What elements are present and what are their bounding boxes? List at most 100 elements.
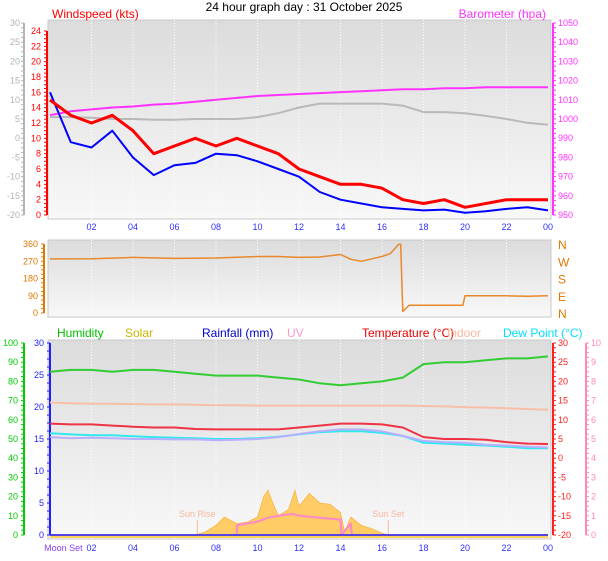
x-tick-label: 22: [501, 543, 511, 553]
x-tick-label: 14: [335, 222, 345, 232]
direction-axis-tick-label: 180: [23, 274, 38, 284]
humidity-axis-tick-label: 60: [8, 415, 18, 425]
direction-axis-tick-label: 0: [33, 308, 38, 318]
windspeed-axis-tick-label: 12: [31, 118, 41, 128]
outer-left-axis-tick-label: 10: [10, 95, 20, 105]
compass-label: E: [558, 290, 566, 304]
uv-axis-tick-label: 2: [591, 492, 596, 502]
legend-item: UV: [287, 326, 304, 340]
windspeed-axis-tick-label: 16: [31, 87, 41, 97]
uv-axis-tick-label: 8: [591, 376, 596, 386]
direction-axis-tick-label: 90: [28, 291, 38, 301]
x-tick-label: 02: [86, 222, 96, 232]
direction-axis-tick-label: 270: [23, 256, 38, 266]
humidity-axis-tick-label: 0: [13, 530, 18, 540]
x-tick-label: Moon Set: [44, 543, 83, 553]
windspeed-axis-tick-label: 20: [31, 57, 41, 67]
windspeed-axis-tick-label: 18: [31, 72, 41, 82]
left-axis-tick-label: 20: [34, 402, 44, 412]
compass-label: S: [558, 273, 566, 287]
uv-line: [195, 512, 382, 536]
legend-item: Rainfall (mm): [202, 326, 273, 340]
humidity-axis-tick-label: 50: [8, 434, 18, 444]
uv-axis-tick-label: 3: [591, 472, 596, 482]
gust-line: [49, 98, 548, 209]
x-tick-label: 10: [252, 222, 262, 232]
grey-series-line: [50, 102, 549, 126]
temperature-axis-tick-label: 20: [558, 376, 568, 386]
temperature-axis-tick-label: -10: [558, 492, 571, 502]
x-tick-label: 16: [377, 543, 387, 553]
humidity-axis-tick-label: 80: [8, 376, 18, 386]
temperature-line: [49, 422, 549, 445]
x-tick-label: 10: [252, 543, 262, 553]
wind-line: [49, 91, 549, 214]
legend-item: Indoor: [447, 326, 481, 340]
annotation-label: Sun Rise: [179, 509, 216, 519]
legend-item: Humidity: [57, 326, 104, 340]
temperature-axis-tick-label: 25: [558, 357, 568, 367]
left-axis-tick-label: 10: [34, 466, 44, 476]
compass-label: W: [558, 255, 570, 269]
humidity-axis-tick-label: 40: [8, 453, 18, 463]
uv-axis-tick-label: 6: [591, 415, 596, 425]
temperature-axis-tick-label: 5: [558, 434, 563, 444]
outer-left-axis-tick-label: -15: [7, 191, 20, 201]
x-tick-label: 20: [460, 543, 470, 553]
x-tick-label: 04: [128, 543, 138, 553]
windspeed-axis-tick-label: 2: [36, 195, 41, 205]
windspeed-axis-tick-label: 22: [31, 41, 41, 51]
wind-direction-line: [49, 243, 549, 313]
barometer-line: [49, 86, 548, 117]
annotation-label: Sun Set: [372, 509, 405, 519]
barometer-axis-tick-label: 1000: [558, 114, 578, 124]
outer-left-axis-tick-label: 20: [10, 56, 20, 66]
x-tick-label: 14: [335, 543, 345, 553]
barometer-axis-tick-label: 970: [558, 172, 573, 182]
barometer-axis-tick-label: 1040: [558, 37, 578, 47]
barometer-axis-tick-label: 1010: [558, 95, 578, 105]
barometer-axis-tick-label: 950: [558, 210, 573, 220]
legend-item: Solar: [125, 326, 153, 340]
x-tick-label: 16: [377, 222, 387, 232]
x-tick-label: 18: [418, 222, 428, 232]
direction-axis-tick-label: 360: [23, 239, 38, 249]
temperature-axis-tick-label: 10: [558, 415, 568, 425]
uv-axis-tick-label: 7: [591, 396, 596, 406]
uv-axis-tick-label: 9: [591, 357, 596, 367]
x-tick-label: 08: [211, 543, 221, 553]
barometer-axis-tick-label: 1020: [558, 76, 578, 86]
outer-left-axis-tick-label: -20: [7, 210, 20, 220]
humidity-axis-tick-label: 70: [8, 396, 18, 406]
windspeed-axis-tick-label: 14: [31, 103, 41, 113]
temperature-axis-tick-label: 30: [558, 338, 568, 348]
x-tick-label: 18: [418, 543, 428, 553]
outer-left-axis-tick-label: 5: [15, 114, 20, 124]
legend-item: Dew Point (°C): [503, 326, 582, 340]
wind-direction-plot-area: [47, 239, 552, 318]
temperature-axis-tick-label: 0: [558, 453, 563, 463]
x-tick-label: 00: [543, 222, 553, 232]
temperature-axis-tick-label: 15: [558, 396, 568, 406]
temperature-axis-tick-label: -20: [558, 530, 571, 540]
x-tick-label: 04: [128, 222, 138, 232]
windspeed-axis-tick-label: 24: [31, 26, 41, 36]
outer-left-axis-tick-label: -5: [12, 152, 20, 162]
humidity-axis-tick-label: 100: [3, 338, 18, 348]
x-tick-label: 12: [294, 543, 304, 553]
left-axis-tick-label: 30: [34, 338, 44, 348]
humidity-axis-tick-label: 90: [8, 357, 18, 367]
temperature-axis-tick-label: -5: [558, 472, 566, 482]
left-axis-tick-label: 5: [39, 498, 44, 508]
uv-axis-tick-label: 4: [591, 453, 596, 463]
left-axis-tick-label: 15: [34, 434, 44, 444]
chart-title: 24 hour graph day : 31 October 2025: [205, 0, 403, 14]
outer-left-axis-tick-label: 25: [10, 37, 20, 47]
barometer-axis-tick-label: 1050: [558, 18, 578, 28]
barometer-axis-tick-label: 960: [558, 191, 573, 201]
x-tick-label: 02: [86, 543, 96, 553]
x-tick-label: 22: [501, 222, 511, 232]
windspeed-axis-tick-label: 6: [36, 164, 41, 174]
